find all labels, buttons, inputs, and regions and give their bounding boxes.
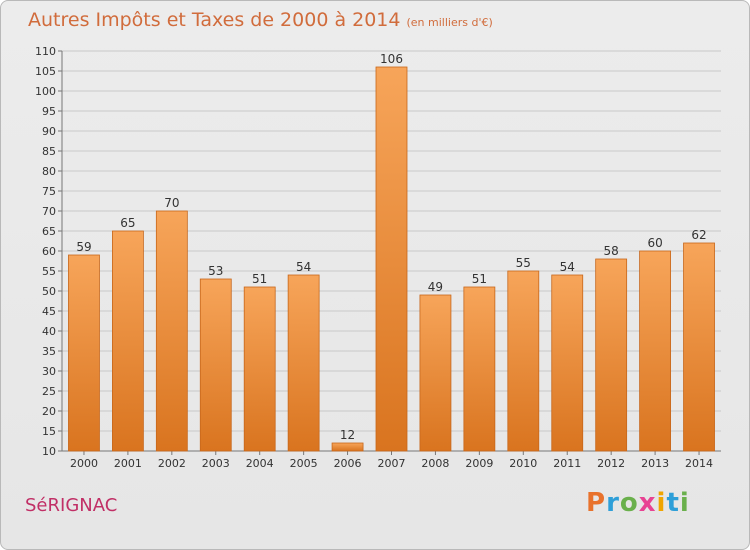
bar-2007 — [375, 66, 408, 452]
value-label: 51 — [472, 272, 487, 286]
y-tick-label: 25 — [42, 385, 56, 398]
y-tick-label: 80 — [42, 165, 56, 178]
x-tick-label: 2003 — [202, 457, 230, 470]
chart-subtitle: (en milliers d'€) — [406, 16, 493, 29]
x-tick-label: 2001 — [114, 457, 142, 470]
x-tick-label: 2013 — [641, 457, 669, 470]
y-tick-label: 70 — [42, 205, 56, 218]
logo-letter: x — [638, 488, 657, 518]
chart-title: Autres Impôts et Taxes de 2000 à 2014 (en… — [28, 9, 493, 31]
y-tick-label: 75 — [42, 185, 56, 198]
y-tick-label: 40 — [42, 325, 56, 338]
place-name: SéRIGNAC — [25, 495, 118, 516]
bar-2002 — [155, 210, 188, 452]
logo-letter: i — [656, 488, 667, 518]
y-tick-label: 10 — [42, 445, 56, 458]
bar-2009 — [463, 286, 496, 452]
y-tick-label: 45 — [42, 305, 56, 318]
value-label: 53 — [208, 264, 223, 278]
bar-2011 — [551, 274, 584, 452]
value-label: 55 — [516, 256, 531, 270]
value-label: 70 — [164, 196, 179, 210]
value-label: 65 — [120, 216, 135, 230]
bar-2000 — [68, 254, 100, 452]
logo-letter: o — [619, 488, 639, 518]
y-tick-label: 35 — [42, 345, 56, 358]
value-label: 106 — [380, 52, 403, 66]
value-label: 59 — [76, 240, 91, 254]
proxiti-logo: Proxiti — [586, 488, 690, 518]
x-tick-label: 2012 — [597, 457, 625, 470]
x-tick-label: 2000 — [70, 457, 98, 470]
x-tick-label: 2005 — [290, 457, 318, 470]
y-tick-label: 95 — [42, 105, 56, 118]
x-tick-label: 2004 — [246, 457, 274, 470]
x-tick-label: 2011 — [553, 457, 581, 470]
value-label: 12 — [340, 428, 355, 442]
y-tick-label: 100 — [35, 85, 56, 98]
x-tick-label: 2007 — [378, 457, 406, 470]
y-tick-label: 110 — [35, 45, 56, 58]
value-label: 54 — [560, 260, 575, 274]
bar-2010 — [507, 270, 540, 452]
x-tick-label: 2002 — [158, 457, 186, 470]
y-tick-label: 105 — [35, 65, 56, 78]
y-tick-label: 60 — [42, 245, 56, 258]
y-tick-label: 65 — [42, 225, 56, 238]
labels: 10 15 20 25 30 35 40 45 50 55 60 65 70 75 80 85 90 95 100 1… — [35, 45, 713, 470]
value-label: 58 — [604, 244, 619, 258]
y-tick-label: 85 — [42, 145, 56, 158]
value-label: 60 — [647, 236, 662, 250]
x-tick-label: 2008 — [421, 457, 449, 470]
y-tick-label: 30 — [42, 365, 56, 378]
y-tick-label: 20 — [42, 405, 56, 418]
bar-2008 — [419, 294, 452, 452]
logo-letter: P — [586, 488, 607, 518]
y-tick-label: 15 — [42, 425, 56, 438]
bar-2004 — [243, 286, 276, 452]
y-tick-label: 50 — [42, 285, 56, 298]
logo-letter: t — [666, 488, 680, 518]
x-tick-label: 2010 — [509, 457, 537, 470]
bar-2003 — [199, 278, 232, 452]
y-tick-label: 55 — [42, 265, 56, 278]
value-label: 62 — [691, 228, 706, 242]
x-tick-label: 2006 — [334, 457, 362, 470]
value-label: 54 — [296, 260, 311, 274]
x-tick-label: 2014 — [685, 457, 713, 470]
x-tick-label: 2009 — [465, 457, 493, 470]
bar-2005 — [287, 274, 320, 452]
y-tick-label: 90 — [42, 125, 56, 138]
bar-2012 — [595, 258, 628, 452]
value-label: 49 — [428, 280, 443, 294]
bar-2006 — [331, 442, 364, 452]
bars — [68, 66, 715, 452]
bar-2013 — [639, 250, 671, 452]
bar-2014 — [683, 242, 715, 452]
logo-letter: i — [679, 488, 690, 518]
bar-2001 — [112, 230, 144, 452]
logo-letter: r — [606, 488, 620, 518]
value-label: 51 — [252, 272, 267, 286]
